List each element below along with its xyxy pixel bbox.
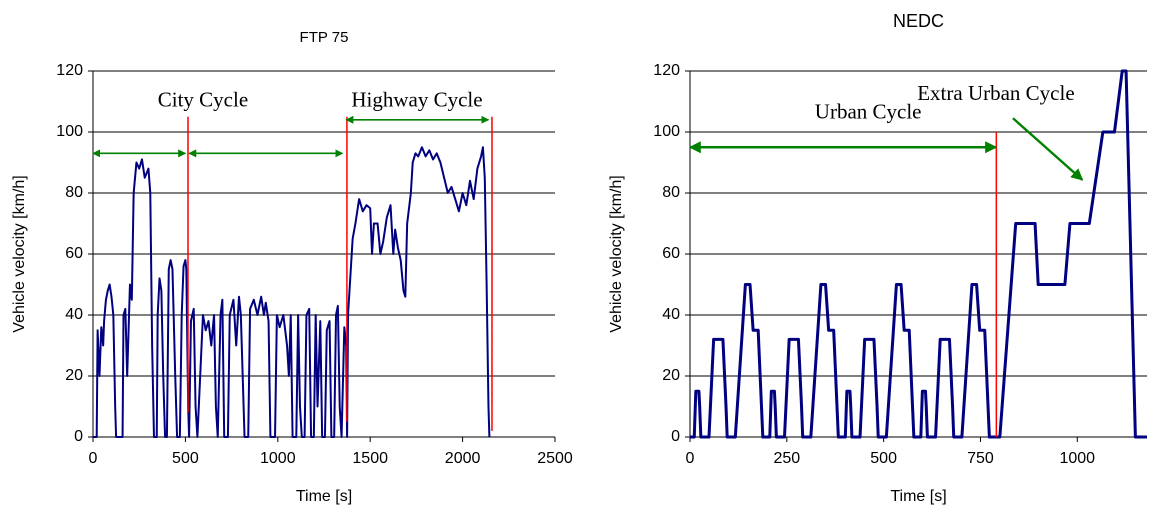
chart-title: NEDC — [893, 11, 944, 31]
y-tick-label: 80 — [65, 184, 83, 201]
x-axis-label: Time [s] — [890, 488, 946, 505]
chart-title: FTP 75 — [300, 29, 349, 46]
y-tick-label: 120 — [56, 62, 83, 79]
annotation: Urban Cycle — [815, 100, 922, 124]
annotation: Extra Urban Cycle — [917, 81, 1074, 105]
span-arrow — [1012, 117, 1084, 181]
x-tick-label: 250 — [773, 450, 800, 467]
x-tick-label: 2500 — [537, 450, 573, 467]
y-tick-label: 100 — [653, 123, 680, 140]
y-tick-label: 100 — [56, 123, 83, 140]
y-axis-label: Vehicle velocity [km/h] — [608, 175, 625, 332]
x-tick-label: 2000 — [445, 450, 481, 467]
annotation: City Cycle — [158, 87, 248, 111]
x-tick-label: 500 — [172, 450, 199, 467]
y-tick-label: 60 — [65, 245, 83, 262]
x-tick-label: 500 — [870, 450, 897, 467]
y-tick-label: 20 — [662, 367, 680, 384]
x-tick-label: 1500 — [352, 450, 388, 467]
x-tick-label: 1000 — [1059, 450, 1095, 467]
y-tick-label: 60 — [662, 245, 680, 262]
y-tick-label: 40 — [662, 306, 680, 323]
x-tick-label: 0 — [686, 450, 695, 467]
y-tick-label: 120 — [653, 62, 680, 79]
data-line — [690, 69, 1147, 439]
x-tick-label: 0 — [89, 450, 98, 467]
y-tick-label: 0 — [74, 428, 83, 445]
y-axis-label: Vehicle velocity [km/h] — [11, 175, 28, 332]
x-tick-label: 750 — [967, 450, 994, 467]
annotation: Highway Cycle — [351, 87, 482, 111]
x-axis-label: Time [s] — [296, 488, 352, 505]
y-tick-label: 80 — [662, 184, 680, 201]
x-tick-label: 1000 — [260, 450, 296, 467]
y-tick-label: 0 — [671, 428, 680, 445]
data-line — [93, 146, 491, 438]
y-tick-label: 40 — [65, 306, 83, 323]
y-tick-label: 20 — [65, 367, 83, 384]
